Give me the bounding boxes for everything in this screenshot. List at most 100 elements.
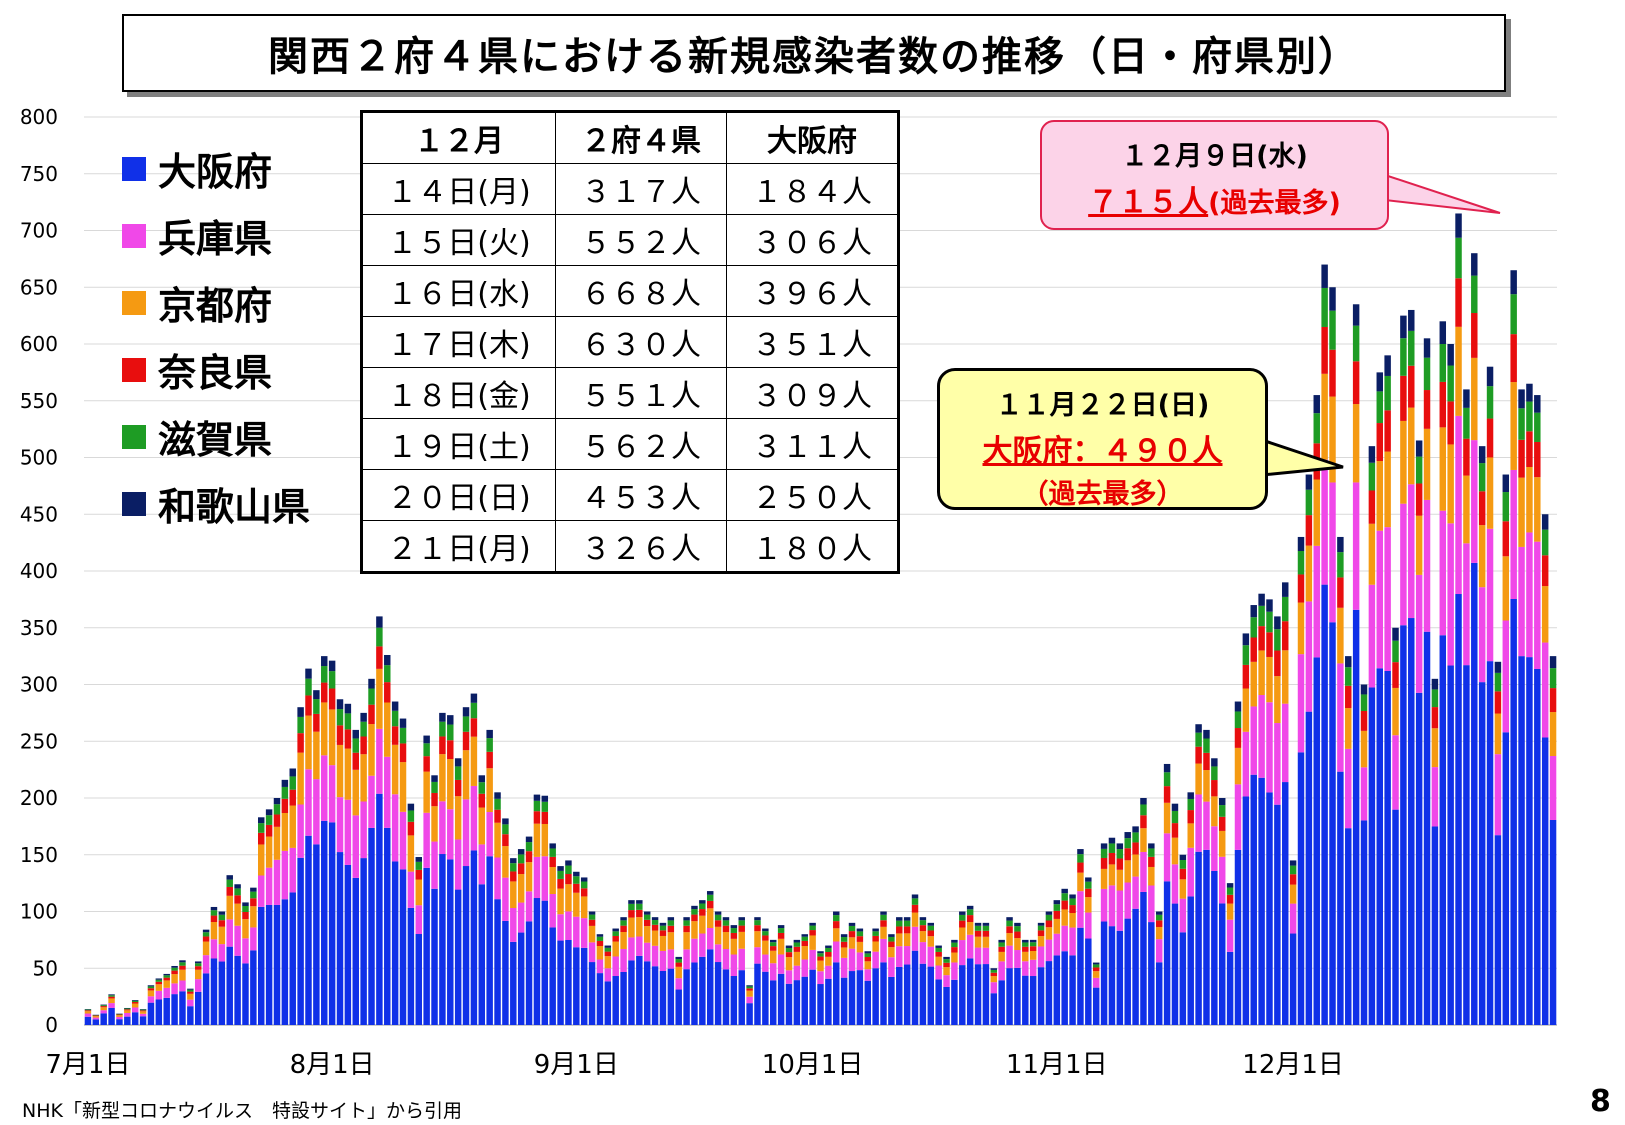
bar-stack	[951, 939, 958, 1025]
bar-segment	[250, 887, 257, 892]
bar-segment	[620, 920, 627, 926]
bar-segment	[1053, 933, 1061, 956]
bar-segment	[218, 914, 226, 921]
bar-segment	[730, 938, 738, 955]
bar-segment	[1526, 401, 1533, 432]
bar-stack	[1069, 894, 1076, 1025]
bar-segment	[1463, 389, 1470, 408]
bar-stack	[321, 656, 328, 1025]
bar-segment	[1502, 521, 1510, 557]
bar-segment	[1092, 987, 1100, 1025]
bar-segment	[1400, 338, 1407, 376]
legend-item-kyoto: 京都府	[122, 269, 310, 336]
bar-segment	[1392, 735, 1399, 810]
bar-segment	[714, 911, 722, 915]
bar-segment	[549, 927, 556, 1025]
bar-segment	[722, 969, 730, 1025]
bar-segment	[1179, 854, 1187, 861]
bar-segment	[171, 983, 178, 995]
bar-segment	[777, 928, 785, 933]
bar-segment	[533, 794, 541, 801]
bar-segment	[580, 947, 588, 1025]
bar-segment	[1345, 685, 1352, 709]
bar-segment	[1211, 796, 1218, 827]
bar-segment	[116, 1014, 123, 1016]
bar-stack	[620, 917, 627, 1025]
bar-segment	[494, 822, 501, 858]
bar-segment	[376, 668, 383, 729]
legend-swatch	[122, 290, 146, 315]
bar-segment	[982, 936, 990, 948]
bar-segment	[1439, 635, 1447, 1025]
bar-segment	[1368, 523, 1376, 585]
bar-segment	[746, 988, 753, 991]
bar-segment	[1526, 467, 1533, 533]
bar-stack	[770, 939, 777, 1025]
bar-segment	[793, 951, 801, 966]
legend-label: 兵庫県	[158, 217, 273, 261]
bar-segment	[817, 953, 824, 957]
bar-segment	[321, 702, 328, 756]
bar-segment	[391, 744, 399, 795]
bar-stack	[1337, 536, 1344, 1025]
bar-segment	[194, 963, 202, 967]
bar-segment	[1345, 748, 1352, 829]
bar-segment	[462, 707, 470, 717]
bar-segment	[1061, 888, 1068, 894]
bar-segment	[399, 743, 407, 763]
bar-segment	[1400, 420, 1407, 504]
bar-segment	[454, 889, 462, 1025]
bar-segment	[1250, 617, 1257, 638]
bar-segment	[1471, 357, 1478, 441]
bar-stack	[1534, 395, 1541, 1025]
bar-segment	[730, 976, 738, 1025]
bar-segment	[706, 900, 714, 909]
bar-segment	[864, 956, 871, 962]
bar-segment	[478, 782, 486, 794]
bar-segment	[872, 931, 879, 936]
bar-segment	[517, 874, 525, 903]
bar-segment	[336, 725, 344, 745]
bar-segment	[541, 900, 549, 1025]
bar-segment	[360, 858, 367, 1025]
bar-segment	[447, 740, 454, 760]
bar-segment	[762, 971, 769, 1025]
bar-segment	[124, 1007, 131, 1009]
bar-segment	[1250, 605, 1257, 618]
bar-stack	[486, 729, 493, 1025]
bar-segment	[1124, 838, 1131, 849]
bar-segment	[1258, 593, 1265, 606]
callout-record-total: １２月９日(水) ７１５人(過去最多)	[1040, 120, 1389, 230]
bar-segment	[793, 942, 801, 947]
bar-stack	[360, 712, 367, 1025]
bar-segment	[139, 1011, 147, 1014]
bar-segment	[1037, 967, 1045, 1025]
bar-segment	[911, 904, 919, 913]
bar-segment	[344, 703, 352, 714]
bar-stack	[793, 939, 801, 1025]
bar-segment	[289, 892, 296, 1025]
bar-segment	[762, 928, 769, 932]
bar-stack	[1203, 729, 1210, 1025]
bar-segment	[1211, 870, 1218, 1025]
bar-segment	[250, 906, 257, 928]
bar-segment	[848, 922, 856, 926]
bar-segment	[1045, 920, 1053, 928]
bar-segment	[1447, 344, 1454, 366]
bar-segment	[1471, 275, 1478, 314]
bar-segment	[1415, 483, 1423, 516]
bar-segment	[289, 847, 296, 893]
bar-segment	[966, 922, 974, 935]
bar-segment	[494, 792, 501, 799]
bar-stack	[1486, 366, 1494, 1025]
bar-stack	[896, 917, 903, 1025]
bar-segment	[258, 823, 265, 833]
bar-stack	[194, 961, 202, 1025]
bar-segment	[1439, 321, 1447, 345]
bar-segment	[1510, 469, 1517, 599]
bar-segment	[903, 926, 911, 934]
bar-segment	[368, 827, 375, 1025]
bar-segment	[494, 798, 501, 810]
bar-stack	[478, 775, 486, 1025]
bar-segment	[557, 888, 564, 915]
